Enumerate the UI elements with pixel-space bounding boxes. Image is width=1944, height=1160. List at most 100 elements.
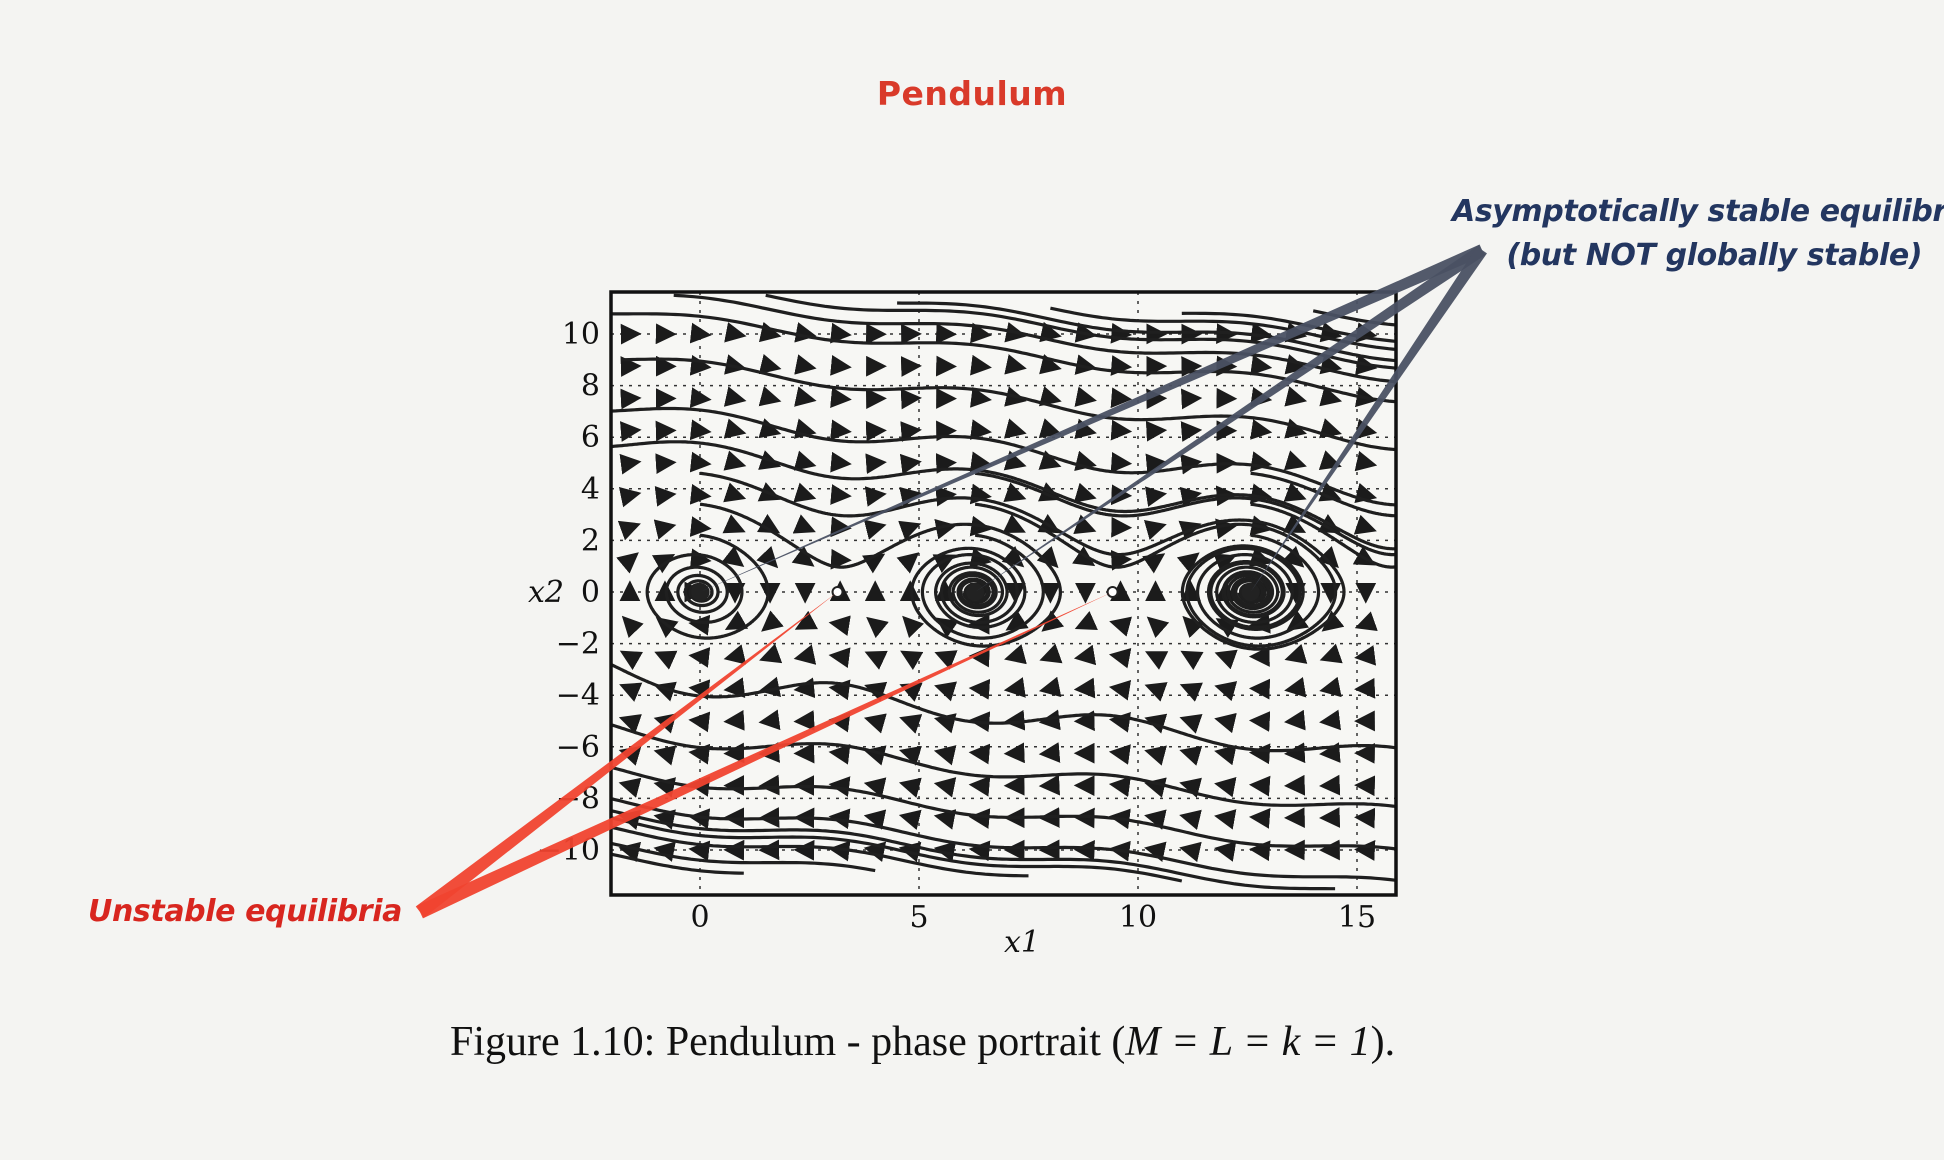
vector-arrow — [1214, 712, 1237, 734]
vector-arrow — [1108, 744, 1131, 765]
vector-arrow — [759, 643, 783, 664]
vector-arrow — [1214, 841, 1237, 862]
x-tick-label: 0 — [690, 900, 709, 935]
vector-arrow — [970, 322, 992, 344]
vector-arrow — [830, 387, 852, 408]
vector-arrow — [933, 745, 957, 766]
vector-arrow — [1283, 742, 1306, 764]
vector-arrow — [899, 714, 923, 734]
vector-arrow — [688, 743, 711, 765]
vector-arrow — [933, 777, 957, 798]
vector-arrow — [968, 775, 991, 797]
vector-arrow — [865, 453, 887, 475]
vector-arrow — [618, 777, 642, 798]
vector-arrow — [689, 451, 712, 473]
vector-arrow — [723, 386, 747, 407]
vector-arrow — [1038, 774, 1061, 796]
y-tick-label: 2 — [581, 523, 600, 558]
vector-arrow — [968, 840, 991, 862]
y-tick-label: −2 — [556, 627, 600, 662]
vector-arrow — [1248, 808, 1271, 829]
vector-arrow — [688, 840, 711, 862]
trajectory — [974, 502, 1338, 648]
vector-arrow — [1038, 418, 1062, 439]
vector-arrow — [1316, 545, 1339, 569]
vector-arrow — [1179, 745, 1203, 766]
vector-arrow — [689, 548, 712, 570]
trajectory — [1196, 533, 1321, 640]
vector-arrow — [970, 387, 992, 408]
vector-arrow — [1214, 681, 1238, 702]
vector-arrow — [1178, 520, 1202, 541]
vector-arrow — [1180, 421, 1203, 442]
y-tick-label: 8 — [581, 369, 600, 404]
vector-arrow — [689, 387, 712, 408]
vector-arrow — [1002, 514, 1026, 533]
vector-arrow — [1318, 482, 1342, 502]
vector-arrow — [1004, 644, 1027, 665]
vector-arrow — [1003, 450, 1027, 471]
vector-arrow — [863, 841, 887, 862]
stable-callout-arrow — [700, 244, 1485, 592]
vector-arrow — [1319, 643, 1343, 664]
trajectory — [1250, 471, 1396, 518]
vector-arrow — [1005, 610, 1029, 631]
vector-arrow — [1354, 645, 1377, 666]
caption-suffix: ). — [1370, 1019, 1396, 1065]
vector-arrow — [828, 679, 851, 701]
vector-arrow — [793, 710, 815, 731]
vector-arrow — [1215, 518, 1238, 540]
vector-arrow — [935, 617, 959, 638]
vector-arrow — [1354, 677, 1376, 699]
vector-arrow — [621, 615, 644, 639]
vector-arrow — [655, 453, 677, 474]
vector-arrow — [1179, 486, 1203, 508]
vector-arrow — [723, 450, 747, 471]
vector-arrow — [1074, 386, 1097, 407]
vector-arrow — [653, 745, 677, 766]
vector-arrow — [900, 650, 924, 671]
vector-arrow — [1041, 610, 1065, 632]
vector-arrow — [689, 322, 712, 344]
vector-arrow — [1281, 545, 1305, 568]
trajectory — [699, 502, 1062, 648]
vector-arrow — [899, 453, 922, 475]
vector-arrow — [1144, 809, 1167, 830]
vector-arrow — [1319, 321, 1343, 343]
trajectory — [611, 765, 1396, 851]
vector-arrow — [1003, 742, 1025, 764]
vector-arrow — [1145, 453, 1168, 475]
vector-arrow — [651, 553, 676, 574]
vector-arrow — [1284, 643, 1308, 664]
vector-arrow — [1248, 743, 1271, 765]
vector-arrow — [899, 486, 922, 508]
y-axis-label: x2 — [528, 575, 564, 610]
vector-arrow — [653, 809, 676, 830]
vector-arrow — [1144, 841, 1167, 863]
vector-arrow — [793, 677, 816, 699]
vector-arrow — [1073, 482, 1097, 503]
vector-arrow — [1039, 321, 1062, 343]
vector-arrow — [758, 354, 782, 375]
vector-arrow — [794, 354, 817, 375]
vector-arrow — [1321, 610, 1345, 632]
vector-arrow — [969, 483, 992, 505]
vector-arrow — [1110, 549, 1133, 571]
vector-arrow — [830, 451, 852, 473]
vector-arrow — [1038, 742, 1061, 763]
vector-arrow — [863, 713, 887, 734]
vector-arrow — [828, 615, 851, 636]
vector-arrow — [1248, 547, 1272, 567]
vector-arrow — [1180, 388, 1203, 410]
stable-annotation-line2: (but NOT globally stable) — [1506, 238, 1923, 273]
vector-arrow — [688, 614, 711, 636]
vector-arrow — [864, 486, 887, 507]
y-tick-label: 6 — [581, 420, 600, 455]
vector-arrow — [933, 809, 957, 830]
vector-arrow — [794, 322, 817, 343]
vector-arrow — [1003, 677, 1026, 698]
trajectory — [765, 293, 1396, 370]
vector-arrow — [794, 610, 819, 630]
vector-arrow — [689, 516, 712, 537]
